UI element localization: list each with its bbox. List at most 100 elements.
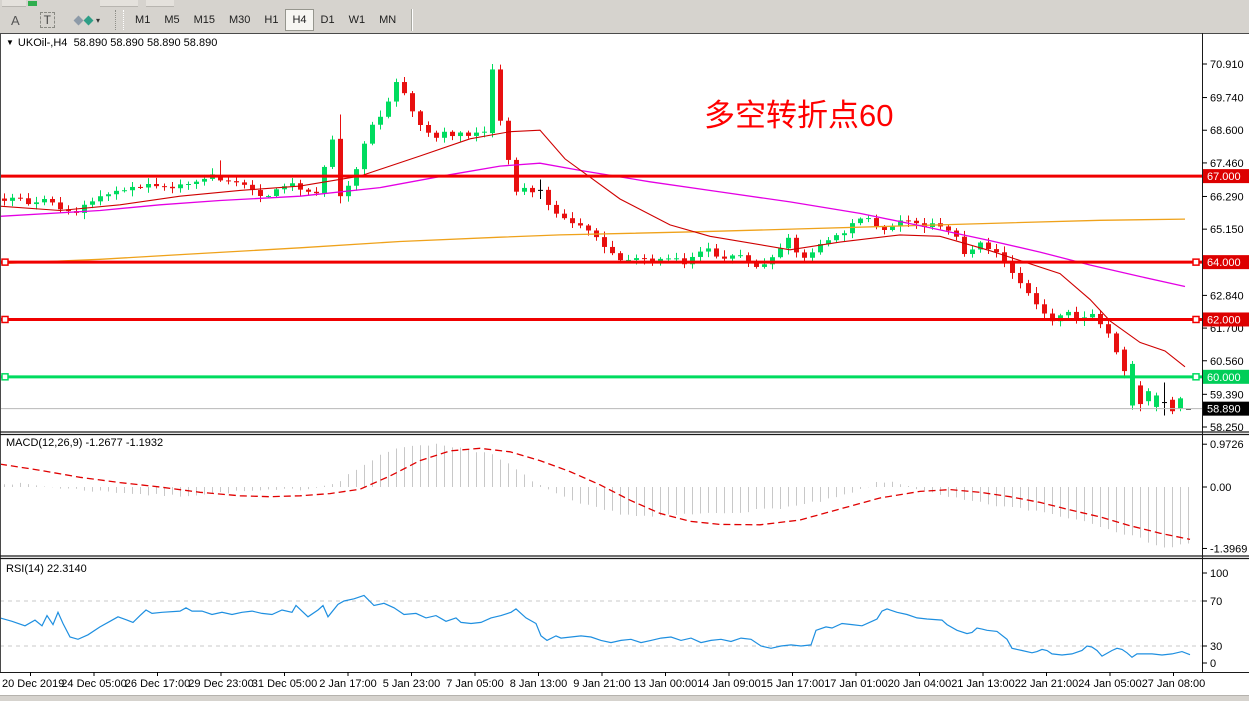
level-handle[interactable] xyxy=(1192,373,1200,381)
candle-body xyxy=(578,223,583,226)
candle-body xyxy=(778,248,783,258)
candle-body xyxy=(1026,283,1031,294)
candle-body xyxy=(898,220,903,227)
level-price-box-label: 60.000 xyxy=(1207,372,1241,384)
candle-body xyxy=(850,223,855,234)
macd-tick-label: -1.3969 xyxy=(1210,543,1247,555)
diamond-icon xyxy=(73,15,84,25)
candle-body xyxy=(738,255,743,257)
price-tick-label: 59.390 xyxy=(1210,389,1244,401)
candle-body xyxy=(450,131,455,137)
toolbar-grip[interactable] xyxy=(115,10,125,30)
time-tick-label: 15 Jan 17:00 xyxy=(761,678,825,690)
candle-body xyxy=(978,242,983,250)
window-bottom-strip xyxy=(0,695,1249,701)
candle-body xyxy=(410,93,415,112)
candle-body xyxy=(138,186,143,188)
candle-body xyxy=(306,189,311,192)
candle-body xyxy=(186,183,191,185)
macd-tick-label: 0.9726 xyxy=(1210,439,1244,451)
arrow-shapes-tool-button[interactable]: ▾ xyxy=(68,9,107,31)
level-handle[interactable] xyxy=(1192,258,1200,266)
candle-body xyxy=(442,131,447,138)
level-price-box xyxy=(1203,255,1249,270)
candle-body xyxy=(90,201,95,205)
time-tick-label: 21 Jan 13:00 xyxy=(951,678,1015,690)
candle-body xyxy=(82,204,87,213)
candle-body xyxy=(338,138,343,197)
candle-body xyxy=(698,251,703,257)
candle-body xyxy=(762,264,767,267)
candle-body xyxy=(906,220,911,222)
rsi-tick-label: 70 xyxy=(1210,596,1222,608)
ma-magenta-line xyxy=(0,162,1186,288)
candle-body xyxy=(626,259,631,261)
partial-button xyxy=(100,0,138,7)
candle-body xyxy=(122,190,127,192)
level-handle[interactable] xyxy=(1,315,9,324)
candle-body xyxy=(426,125,431,133)
candle-body xyxy=(994,249,999,253)
candle-body xyxy=(730,255,735,259)
candle-body xyxy=(42,198,47,203)
candle-body xyxy=(234,181,239,183)
partial-button xyxy=(2,0,26,7)
chart-text-annotation[interactable]: 多空转折点60 xyxy=(704,98,894,133)
ma-orange-line xyxy=(0,218,1186,265)
level-handle[interactable] xyxy=(1,373,9,381)
timeframe-button-m30[interactable]: M30 xyxy=(229,14,251,26)
timeframe-button-d1[interactable]: D1 xyxy=(320,14,335,26)
candle-body xyxy=(226,180,231,182)
candle-body xyxy=(1002,252,1007,262)
chart-canvas[interactable]: 70.910 69.740 68.600 67.460 66.290 65.150 62.8… xyxy=(0,33,1249,701)
candle-body xyxy=(914,220,919,224)
level-price-box xyxy=(1203,312,1249,327)
candle-body xyxy=(250,184,255,191)
candle-body xyxy=(434,132,439,138)
time-tick-label: 20 Dec 2019 xyxy=(2,678,64,690)
timeframe-button-m15[interactable]: M15 xyxy=(193,14,215,26)
candle-body xyxy=(386,101,391,117)
collapse-triangle-icon[interactable]: ▼ xyxy=(6,38,14,47)
candle-body xyxy=(610,246,615,254)
candle-body xyxy=(466,132,471,136)
candle-body xyxy=(1050,313,1055,322)
price-tick-label: 60.560 xyxy=(1210,356,1244,368)
time-tick-label: 8 Jan 13:00 xyxy=(510,678,568,690)
time-tick-label: 20 Jan 04:00 xyxy=(888,678,952,690)
candle-body xyxy=(474,132,479,136)
candle-body xyxy=(874,218,879,227)
candle-body xyxy=(826,240,831,245)
timeframe-button-w1[interactable]: W1 xyxy=(348,14,366,26)
text-label-tool-button[interactable]: A xyxy=(11,12,20,28)
candle-body xyxy=(818,244,823,253)
level-handle[interactable] xyxy=(1192,315,1200,324)
candle-body xyxy=(2,198,7,201)
price-tick-label: 69.740 xyxy=(1210,93,1244,105)
candle-body xyxy=(602,237,607,247)
toolbar-row-partial xyxy=(0,0,1249,7)
text-box-tool-button[interactable]: T xyxy=(33,9,62,31)
timeframe-button-h4[interactable]: H4 xyxy=(285,9,314,31)
candle-body xyxy=(506,120,511,160)
time-tick-label: 2 Jan 17:00 xyxy=(319,678,377,690)
timeframe-button-m1[interactable]: M1 xyxy=(135,14,151,26)
candle-body xyxy=(290,183,295,187)
timeframe-button-mn[interactable]: MN xyxy=(379,14,397,26)
level-price-box xyxy=(1203,169,1249,184)
candle-body xyxy=(1178,398,1183,409)
candle-body xyxy=(842,233,847,236)
candle-body xyxy=(482,131,487,133)
candle-body xyxy=(1018,272,1023,284)
timeframe-button-m5[interactable]: M5 xyxy=(164,14,180,26)
candle-body xyxy=(754,262,759,267)
time-tick-label: 24 Dec 05:00 xyxy=(61,678,126,690)
candle-body xyxy=(650,258,655,262)
candle-body xyxy=(178,184,183,189)
level-handle[interactable] xyxy=(1,258,9,266)
candle-body xyxy=(554,204,559,214)
timeframe-button-h1[interactable]: H1 xyxy=(264,14,279,26)
candle-body xyxy=(658,258,663,262)
candle-body xyxy=(1066,311,1071,316)
candle-body xyxy=(1034,293,1039,305)
